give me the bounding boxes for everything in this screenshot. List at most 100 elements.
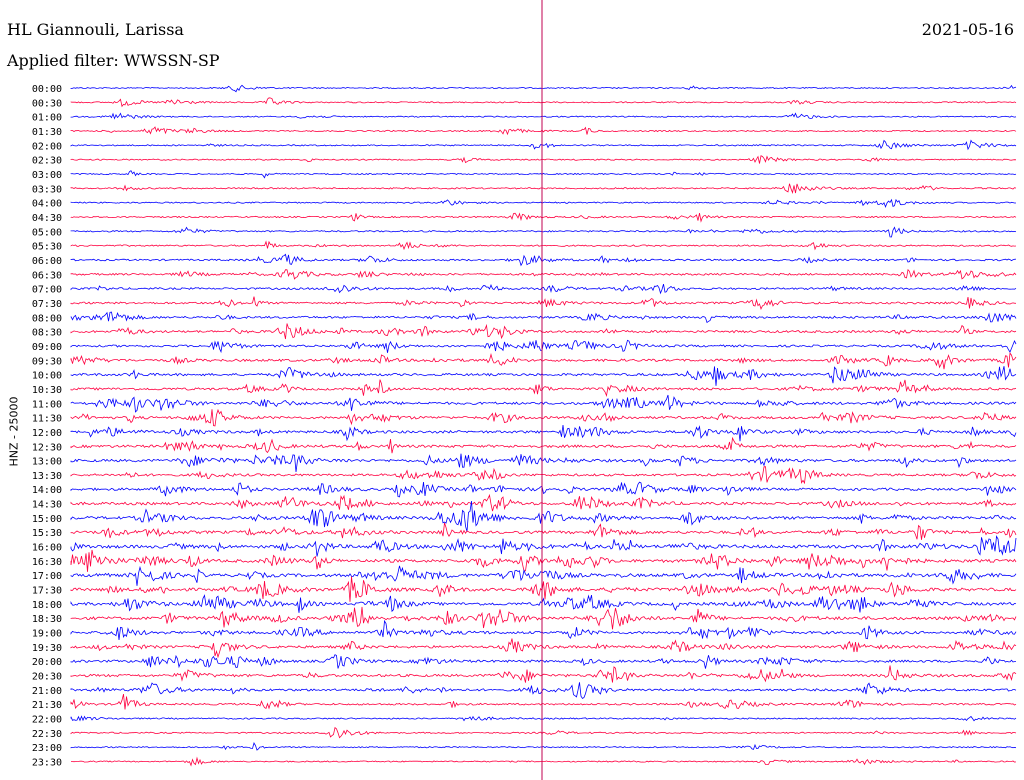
row-label: 02:30 [32,156,62,167]
row-label: 07:30 [32,299,62,310]
row-label: 20:30 [32,672,62,683]
trace-row [70,268,1017,280]
row-label: 04:30 [32,213,62,224]
trace-row [70,694,1017,710]
row-label: 15:30 [32,528,62,539]
trace-row [70,715,1017,722]
trace-row [70,522,1017,540]
row-label: 17:00 [32,571,62,582]
row-label: 13:00 [32,457,62,468]
row-label: 02:00 [32,141,62,152]
row-label: 10:30 [32,385,62,396]
trace-row [70,535,1017,557]
trace-row [70,638,1017,659]
row-label: 00:30 [32,98,62,109]
row-label: 03:00 [32,170,62,181]
trace-row [70,226,1017,238]
trace-row [70,126,1017,136]
trace-row [70,565,1017,586]
trace-row [70,549,1017,572]
trace-row [70,654,1016,669]
trace-row [70,756,1017,767]
trace-row [70,183,1017,195]
row-label: 03:30 [32,184,62,195]
trace-row [70,311,1017,324]
trace-row [70,576,1017,602]
trace-row [70,112,1017,120]
row-label: 04:00 [32,199,62,210]
trace-row [70,665,1017,683]
date-label: 2021-05-16 [921,20,1014,39]
trace-row [70,366,1017,386]
trace-row [70,198,1016,209]
row-label: 21:30 [32,700,62,711]
trace-row [70,606,1017,630]
row-label: 08:00 [32,313,62,324]
row-label: 23:00 [32,743,62,754]
row-label: 21:00 [32,686,62,697]
trace-row [70,408,1017,427]
trace-row [70,466,1017,485]
row-label: 17:30 [32,586,62,597]
row-label: 16:30 [32,557,62,568]
trace-row [70,84,1017,93]
row-label: 11:00 [32,399,62,410]
trace-row [70,240,1017,251]
trace-row [70,379,1017,398]
row-label: 09:30 [32,356,62,367]
row-label: 18:30 [32,614,62,625]
filter-label: Applied filter: WWSSN-SP [7,51,220,70]
row-label: 22:00 [32,715,62,726]
trace-row [70,253,1017,267]
row-label: 05:00 [32,227,62,238]
row-label: 19:30 [32,643,62,654]
row-label: 12:00 [32,428,62,439]
trace-row [70,682,1017,700]
station-title: HL Giannouli, Larissa [7,20,184,39]
trace-row [70,500,1017,532]
row-label: 19:00 [32,629,62,640]
row-label: 22:30 [32,729,62,740]
row-label: 01:00 [32,113,62,124]
row-label: 12:30 [32,442,62,453]
row-label: 06:00 [32,256,62,267]
row-label: 05:30 [32,242,62,253]
trace-row [70,481,1017,498]
row-label: 11:30 [32,414,62,425]
trace-row [70,619,1017,640]
trace-row [70,424,1017,442]
row-label: 18:00 [32,600,62,611]
row-label: 01:30 [32,127,62,138]
row-label: 15:00 [32,514,62,525]
row-label: 23:30 [32,758,62,769]
row-label: 00:00 [32,84,62,95]
trace-row [70,339,1017,354]
trace-row [70,296,1017,310]
trace-row [70,352,1017,370]
trace-row [70,493,1017,512]
row-label: 20:00 [32,657,62,668]
trace-row [70,436,1017,454]
trace-row [70,726,1017,739]
trace-row [70,741,1017,751]
row-label: 10:00 [32,371,62,382]
trace-row [70,323,1017,340]
row-label: 14:30 [32,500,62,511]
trace-row [70,283,1017,295]
trace-row [70,394,1017,413]
row-label: 13:30 [32,471,62,482]
trace-row [70,155,1017,164]
row-label: 14:00 [32,485,62,496]
trace-row [70,594,1017,613]
trace-row [70,97,1017,108]
row-label: 06:30 [32,270,62,281]
row-label: 16:00 [32,543,62,554]
trace-row [70,453,1017,473]
row-label: 07:00 [32,285,62,296]
trace-row [70,170,1017,179]
row-label: 08:30 [32,328,62,339]
trace-row [70,212,1017,223]
trace-row [70,139,1017,151]
row-label: 09:00 [32,342,62,353]
